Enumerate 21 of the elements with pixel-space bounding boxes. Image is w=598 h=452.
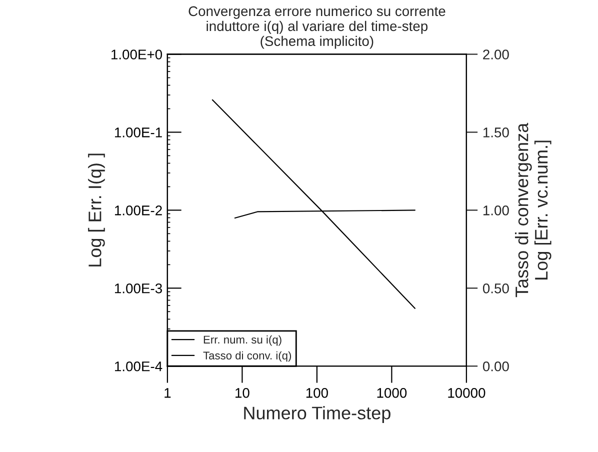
x-tick-label: 1 — [164, 388, 171, 398]
x-tick-label: 10 — [236, 388, 250, 398]
y2-tick-label: 0.00 — [482, 361, 509, 372]
y-tick-label: 1.00E-2 — [114, 206, 162, 216]
y2-axis-title: Tasso di convergenza Log [Err. vc.num.] — [514, 122, 552, 298]
y-tick-label: 1.00E-3 — [114, 283, 162, 294]
x-axis-title: Numero Time-step — [244, 406, 390, 423]
y-tick-label: 1.00E+0 — [112, 50, 162, 60]
y-tick-label: 1.00E-4 — [114, 361, 162, 372]
y2-tick-label: 0.50 — [482, 283, 509, 294]
y2-tick-label: 1.00 — [483, 206, 509, 216]
y-tick-label: 1.00E-1 — [114, 128, 162, 138]
chart-title: Convergenza errore numerico su corrente induttore i(q) al variare del time-step (Schema implicito) — [188, 6, 446, 49]
x-tick-label: 10000 — [448, 388, 486, 398]
x-tick-label: 100 — [306, 388, 328, 398]
legend-label: Tasso di conv. i(q) — [203, 351, 292, 362]
y-axis-title: Log [ Err. I(q) ] — [88, 154, 105, 266]
legend-label: Err. num. su i(q) — [204, 335, 282, 346]
y2-tick-label: 1.50 — [483, 128, 509, 138]
y2-tick-label: 2.00 — [483, 50, 509, 60]
x-tick-label: 1000 — [377, 388, 407, 398]
